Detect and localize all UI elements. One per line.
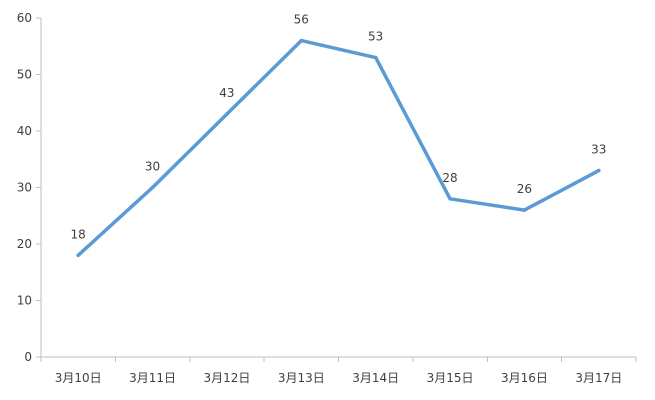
- x-tick-label: 3月14日: [352, 371, 399, 385]
- data-point: [76, 253, 80, 258]
- data-point: [522, 208, 527, 212]
- y-tick-label: 40: [17, 124, 32, 138]
- y-tick-label: 10: [17, 294, 32, 308]
- data-label: 30: [145, 160, 160, 174]
- x-tick-label: 3月15日: [427, 371, 474, 385]
- series-line: [76, 38, 601, 258]
- data-label: 33: [591, 143, 606, 157]
- data-point: [597, 168, 601, 173]
- y-tick-label: 60: [17, 11, 32, 25]
- x-tick-label: 3月17日: [575, 371, 622, 385]
- data-point: [448, 197, 452, 201]
- y-tick-label: 20: [17, 237, 32, 251]
- x-tick-label: 3月10日: [55, 371, 102, 385]
- data-labels-layer: 18 30 43 56 53 28 26 33: [71, 13, 607, 242]
- y-tick-label: 30: [17, 181, 32, 195]
- data-label: 18: [71, 227, 86, 241]
- data-point: [225, 112, 229, 116]
- data-point: [373, 55, 378, 60]
- data-point: [150, 185, 155, 190]
- x-tick-label: 3月12日: [203, 371, 250, 385]
- y-tick-label: 0: [24, 350, 32, 364]
- x-tick-label: 3月16日: [501, 371, 548, 385]
- data-label: 26: [517, 182, 532, 196]
- axes: 0 10 20 30 40 50 60 3月10日 3月11日 3月12日 3月13日 3月14日 3月…: [17, 11, 637, 385]
- data-point: [299, 38, 304, 43]
- x-tick-label: 3月11日: [129, 371, 176, 385]
- data-label: 56: [294, 13, 309, 27]
- data-label: 43: [219, 86, 234, 100]
- data-label: 28: [442, 171, 457, 185]
- series-layer: [76, 38, 601, 258]
- x-tick-label: 3月13日: [278, 371, 325, 385]
- y-tick-label: 50: [17, 68, 32, 82]
- data-label: 53: [368, 30, 383, 44]
